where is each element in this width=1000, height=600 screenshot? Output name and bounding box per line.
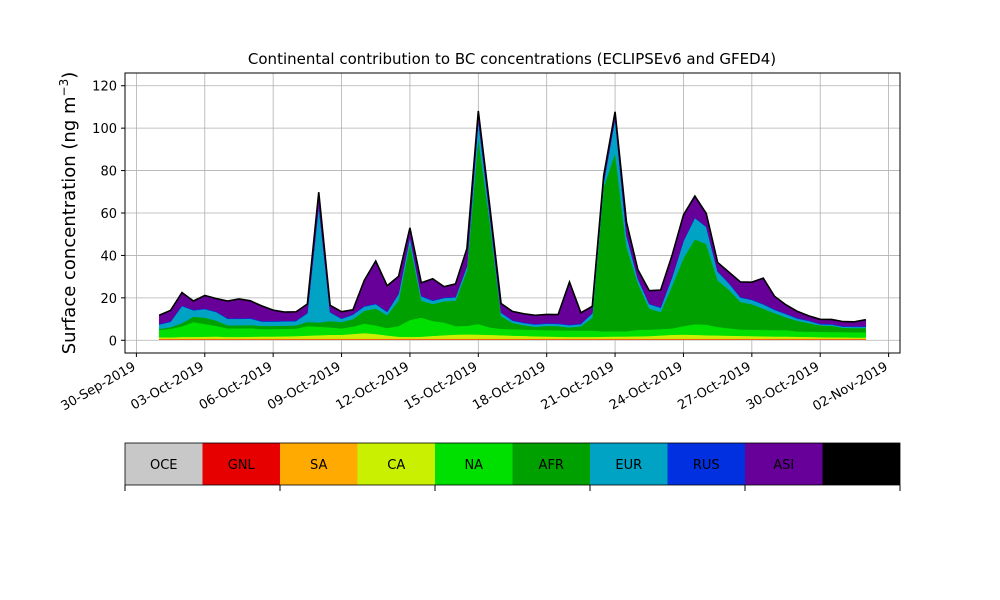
legend-label-na: NA [464,458,483,473]
legend-swatch-sa [280,443,358,485]
x-tick-label: 30-Oct-2019 [744,359,822,413]
legend-label-sa: SA [310,458,327,473]
area-asi [158,111,867,327]
legend-swatch-afr [512,443,590,485]
legend-swatch-asi [745,443,823,485]
x-tick-label: 27-Oct-2019 [675,359,753,413]
legend-swatch-ca [357,443,435,485]
legend-swatch-gnl [202,443,280,485]
legend-swatch-oce [125,443,203,485]
y-axis-ticks: 0 20 40 60 80 100 120 [92,80,125,349]
y-tick-label: 100 [92,122,117,137]
x-tick-label: 03-Oct-2019 [128,359,206,413]
total-concentration-line [158,110,866,323]
x-tick-label: 18-Oct-2019 [470,359,548,413]
legend-label-eur: EUR [615,458,642,473]
region-colorbar-legend: OCE GNL SA CA NA AFR EUR RUS ASI AUS [124,442,901,491]
x-tick-label: 30-Sep-2019 [59,359,139,414]
y-tick-label: 40 [100,249,117,264]
x-tick-label: 12-Oct-2019 [334,359,412,413]
y-tick-label: 20 [100,292,117,307]
x-tick-label: 02-Nov-2019 [810,359,890,414]
stacked-areas [158,110,867,341]
y-tick-label: 60 [100,207,117,222]
legend-label-asi: ASI [773,458,794,473]
legend-label-oce: OCE [150,458,178,473]
y-axis-label: Surface concentration (ng m−3) [57,72,80,355]
y-tick-label: 80 [100,165,117,180]
legend-swatch-rus [667,443,745,485]
x-tick-label: 24-Oct-2019 [607,359,685,413]
y-tick-label: 120 [92,80,117,95]
legend-label-aus: AUS [848,458,875,473]
x-tick-label: 21-Oct-2019 [539,359,617,413]
x-tick-label: 06-Oct-2019 [197,359,275,413]
colorbar-frame [124,442,901,486]
legend-swatch-na [435,443,513,485]
legend-label-ca: CA [387,458,405,473]
x-tick-label: 15-Oct-2019 [402,359,480,413]
legend-swatch-eur [590,443,668,485]
chart-title: Continental contribution to BC concentra… [248,50,776,68]
legend-swatch-aus [822,443,900,485]
x-tick-label: 09-Oct-2019 [265,359,343,413]
legend-label-afr: AFR [539,458,564,473]
y-tick-label: 0 [109,334,117,349]
legend-label-gnl: GNL [228,458,256,473]
legend-label-rus: RUS [693,458,720,473]
x-axis-ticks: 30-Sep-201903-Oct-201906-Oct-201909-Oct-… [59,353,891,414]
